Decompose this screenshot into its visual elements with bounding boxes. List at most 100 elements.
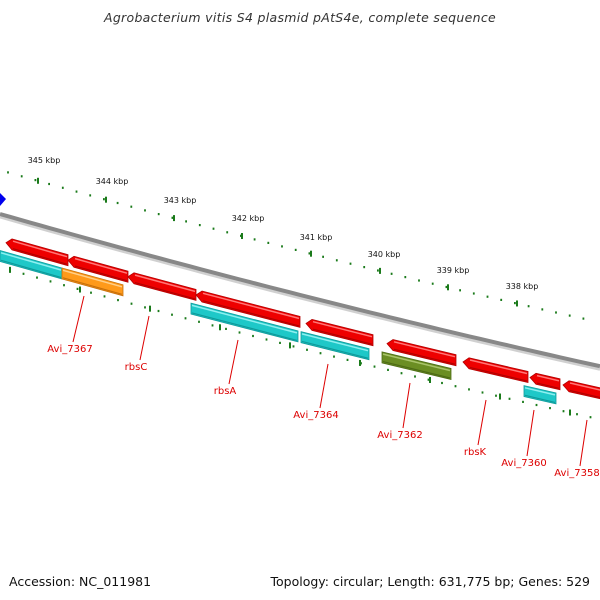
inner-minor-tick [427, 378, 430, 381]
gene-arrow [305, 318, 374, 347]
gene-arrow [562, 380, 600, 400]
outer-minor-tick [472, 292, 475, 295]
inner-minor-tick [238, 331, 241, 334]
inner-minor-tick [130, 302, 133, 305]
inner-minor-tick [252, 334, 254, 338]
outer-minor-tick [253, 238, 256, 241]
outer-minor-tick [89, 194, 92, 197]
scale-label: 344 kbp [96, 177, 129, 186]
inner-minor-tick [562, 410, 565, 413]
outer-minor-tick [294, 248, 297, 251]
outer-minor-tick [171, 216, 174, 219]
gene-block [381, 351, 452, 381]
gene-arrow [462, 357, 529, 384]
gene-label: Avi_7358 [554, 468, 599, 479]
inner-minor-tick [292, 345, 295, 348]
inner-minor-tick [49, 280, 52, 283]
scale-label: 345 kbp [28, 156, 61, 165]
outer-minor-tick [322, 255, 324, 258]
inner-minor-tick [333, 355, 335, 358]
outer-minor-tick [7, 171, 9, 174]
inner-minor-tick [76, 287, 79, 290]
inner-major-tick [79, 286, 81, 293]
outer-minor-tick [103, 198, 105, 201]
scale-label: 343 kbp [164, 196, 197, 205]
inner-minor-tick [535, 403, 538, 407]
outer-minor-tick [281, 245, 283, 248]
inner-minor-tick [400, 372, 403, 375]
outer-minor-tick [568, 314, 571, 317]
plasmid-backbone [0, 212, 600, 369]
gene-label: Avi_7364 [293, 410, 338, 421]
outer-minor-tick [157, 213, 160, 216]
outer-minor-tick [116, 201, 119, 205]
gene-block [190, 302, 299, 343]
scale-label: 341 kbp [300, 233, 333, 242]
gene-block [300, 331, 370, 361]
inner-major-tick [359, 359, 361, 366]
inner-major-tick [569, 409, 571, 416]
inner-minor-tick [306, 348, 308, 351]
outer-minor-tick [486, 295, 489, 298]
outer-minor-tick [514, 302, 516, 305]
inner-minor-tick [495, 394, 497, 397]
scale-label: 338 kbp [506, 282, 539, 291]
gene-label: rbsA [214, 386, 237, 397]
outer-minor-tick [431, 282, 434, 285]
inner-minor-tick [481, 391, 484, 394]
inner-minor-tick [265, 338, 268, 341]
gene-leader-line [526, 409, 535, 457]
outer-minor-tick [377, 269, 379, 272]
gene-block [61, 267, 124, 297]
gene-label: Avi_7360 [501, 458, 546, 469]
backbone-shadow [0, 215, 600, 371]
outer-minor-tick [48, 182, 50, 186]
outer-minor-tick [541, 308, 544, 311]
inner-major-tick [9, 266, 11, 273]
outer-minor-tick [20, 175, 23, 178]
gene-leader-line [139, 315, 150, 361]
inner-scale-ticks [9, 266, 592, 419]
inner-minor-tick [373, 365, 376, 368]
outer-minor-tick [349, 262, 352, 265]
inner-minor-tick [117, 299, 119, 302]
outer-minor-tick [267, 241, 270, 244]
inner-minor-tick [211, 324, 214, 327]
outer-minor-tick [527, 305, 530, 308]
gene-leader-line [477, 399, 487, 446]
gene-leader-line [228, 339, 239, 385]
outer-minor-tick [144, 209, 146, 212]
gene-features [0, 238, 600, 405]
inner-minor-tick [576, 413, 578, 416]
outer-minor-tick [75, 190, 78, 193]
inner-major-tick [289, 342, 291, 349]
outer-major-tick [310, 250, 312, 257]
inner-minor-tick [589, 416, 592, 419]
outer-minor-tick [363, 266, 366, 269]
inner-minor-tick [225, 327, 227, 330]
topology-summary: Topology: circular; Length: 631,775 bp; … [270, 574, 591, 589]
inner-minor-tick [171, 313, 173, 316]
gene-arrow [386, 339, 457, 367]
outer-minor-tick [185, 220, 187, 223]
inner-minor-tick [22, 272, 25, 275]
outer-major-tick [173, 215, 175, 222]
gene-label-lines [72, 295, 588, 467]
gene-leader-line [402, 382, 411, 429]
outer-minor-tick [418, 279, 420, 282]
gene-label: rbsC [125, 362, 148, 373]
inner-minor-tick [508, 397, 511, 400]
inner-minor-tick [468, 388, 470, 391]
outer-minor-tick [555, 311, 557, 314]
inner-minor-tick [414, 375, 416, 378]
gene-arrow [529, 372, 561, 391]
outer-minor-tick [445, 285, 448, 289]
outer-minor-tick [226, 231, 229, 234]
outer-major-tick [105, 196, 107, 203]
outer-minor-tick [240, 234, 242, 237]
outer-major-tick [447, 284, 449, 291]
outer-minor-tick [335, 259, 338, 262]
outer-minor-tick [582, 317, 585, 320]
inner-major-tick [429, 376, 431, 383]
